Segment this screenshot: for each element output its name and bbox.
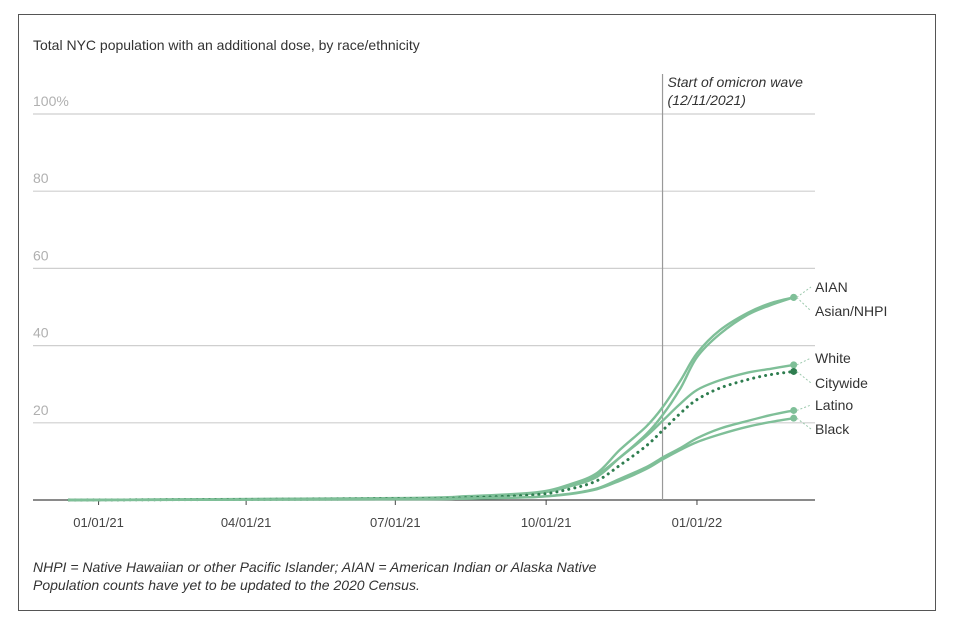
footnote-abbreviations: NHPI = Native Hawaiian or other Pacific …	[33, 559, 597, 575]
y-tick-label-40: 40	[33, 325, 49, 341]
series-endpoint-citywide	[790, 367, 798, 375]
series-line-black	[67, 417, 795, 502]
chart-title: Total NYC population with an additional …	[33, 37, 420, 53]
omicron-annotation: Start of omicron wave (12/11/2021)	[661, 74, 804, 500]
series-leader-asian-nhpi	[796, 296, 812, 312]
series-leader-white	[796, 357, 812, 366]
y-tick-label-60: 60	[33, 247, 49, 263]
series-line-citywide	[67, 370, 796, 502]
x-tick-label-0: 01/01/21	[73, 515, 124, 530]
footnote-census: Population counts have yet to be updated…	[33, 577, 420, 593]
y-tick-label-100: 100%	[33, 93, 69, 109]
series-endpoint-black	[790, 414, 798, 422]
x-tick-label-2: 07/01/21	[370, 515, 421, 530]
series-lines	[67, 293, 798, 502]
x-tick-label-1: 04/01/21	[221, 515, 272, 530]
series-label-latino: Latino	[815, 397, 853, 413]
omicron-label-line2: (12/11/2021)	[668, 92, 746, 108]
series-label-citywide: Citywide	[815, 375, 868, 391]
series-label-asian-nhpi: Asian/NHPI	[815, 303, 887, 319]
x-tick-label-3: 10/01/21	[521, 515, 572, 530]
series-line-white	[67, 363, 795, 502]
series-endpoint-white	[790, 361, 798, 369]
omicron-label-line1: Start of omicron wave	[668, 74, 804, 90]
series-leader-latino	[796, 404, 812, 411]
x-tick-labels: 01/01/21 04/01/21 07/01/21 10/01/21 01/01/22	[73, 500, 722, 530]
series-endpoint-latino	[790, 406, 798, 414]
series-label-black: Black	[815, 421, 850, 437]
series-line-latino	[67, 409, 795, 502]
series-label-aian: AIAN	[815, 279, 848, 295]
series-labels: AIAN Asian/NHPI White Citywide Latino Black	[796, 279, 887, 437]
y-tick-label-20: 20	[33, 402, 49, 418]
series-leader-citywide	[796, 371, 812, 384]
x-tick-label-4: 01/01/22	[672, 515, 723, 530]
y-tick-labels: 20 40 60 80 100%	[33, 93, 69, 418]
series-leader-black	[796, 417, 812, 430]
y-tick-label-80: 80	[33, 170, 49, 186]
series-label-white: White	[815, 350, 851, 366]
series-leader-aian	[796, 286, 812, 298]
series-endpoint-asian-nhpi	[790, 293, 798, 301]
